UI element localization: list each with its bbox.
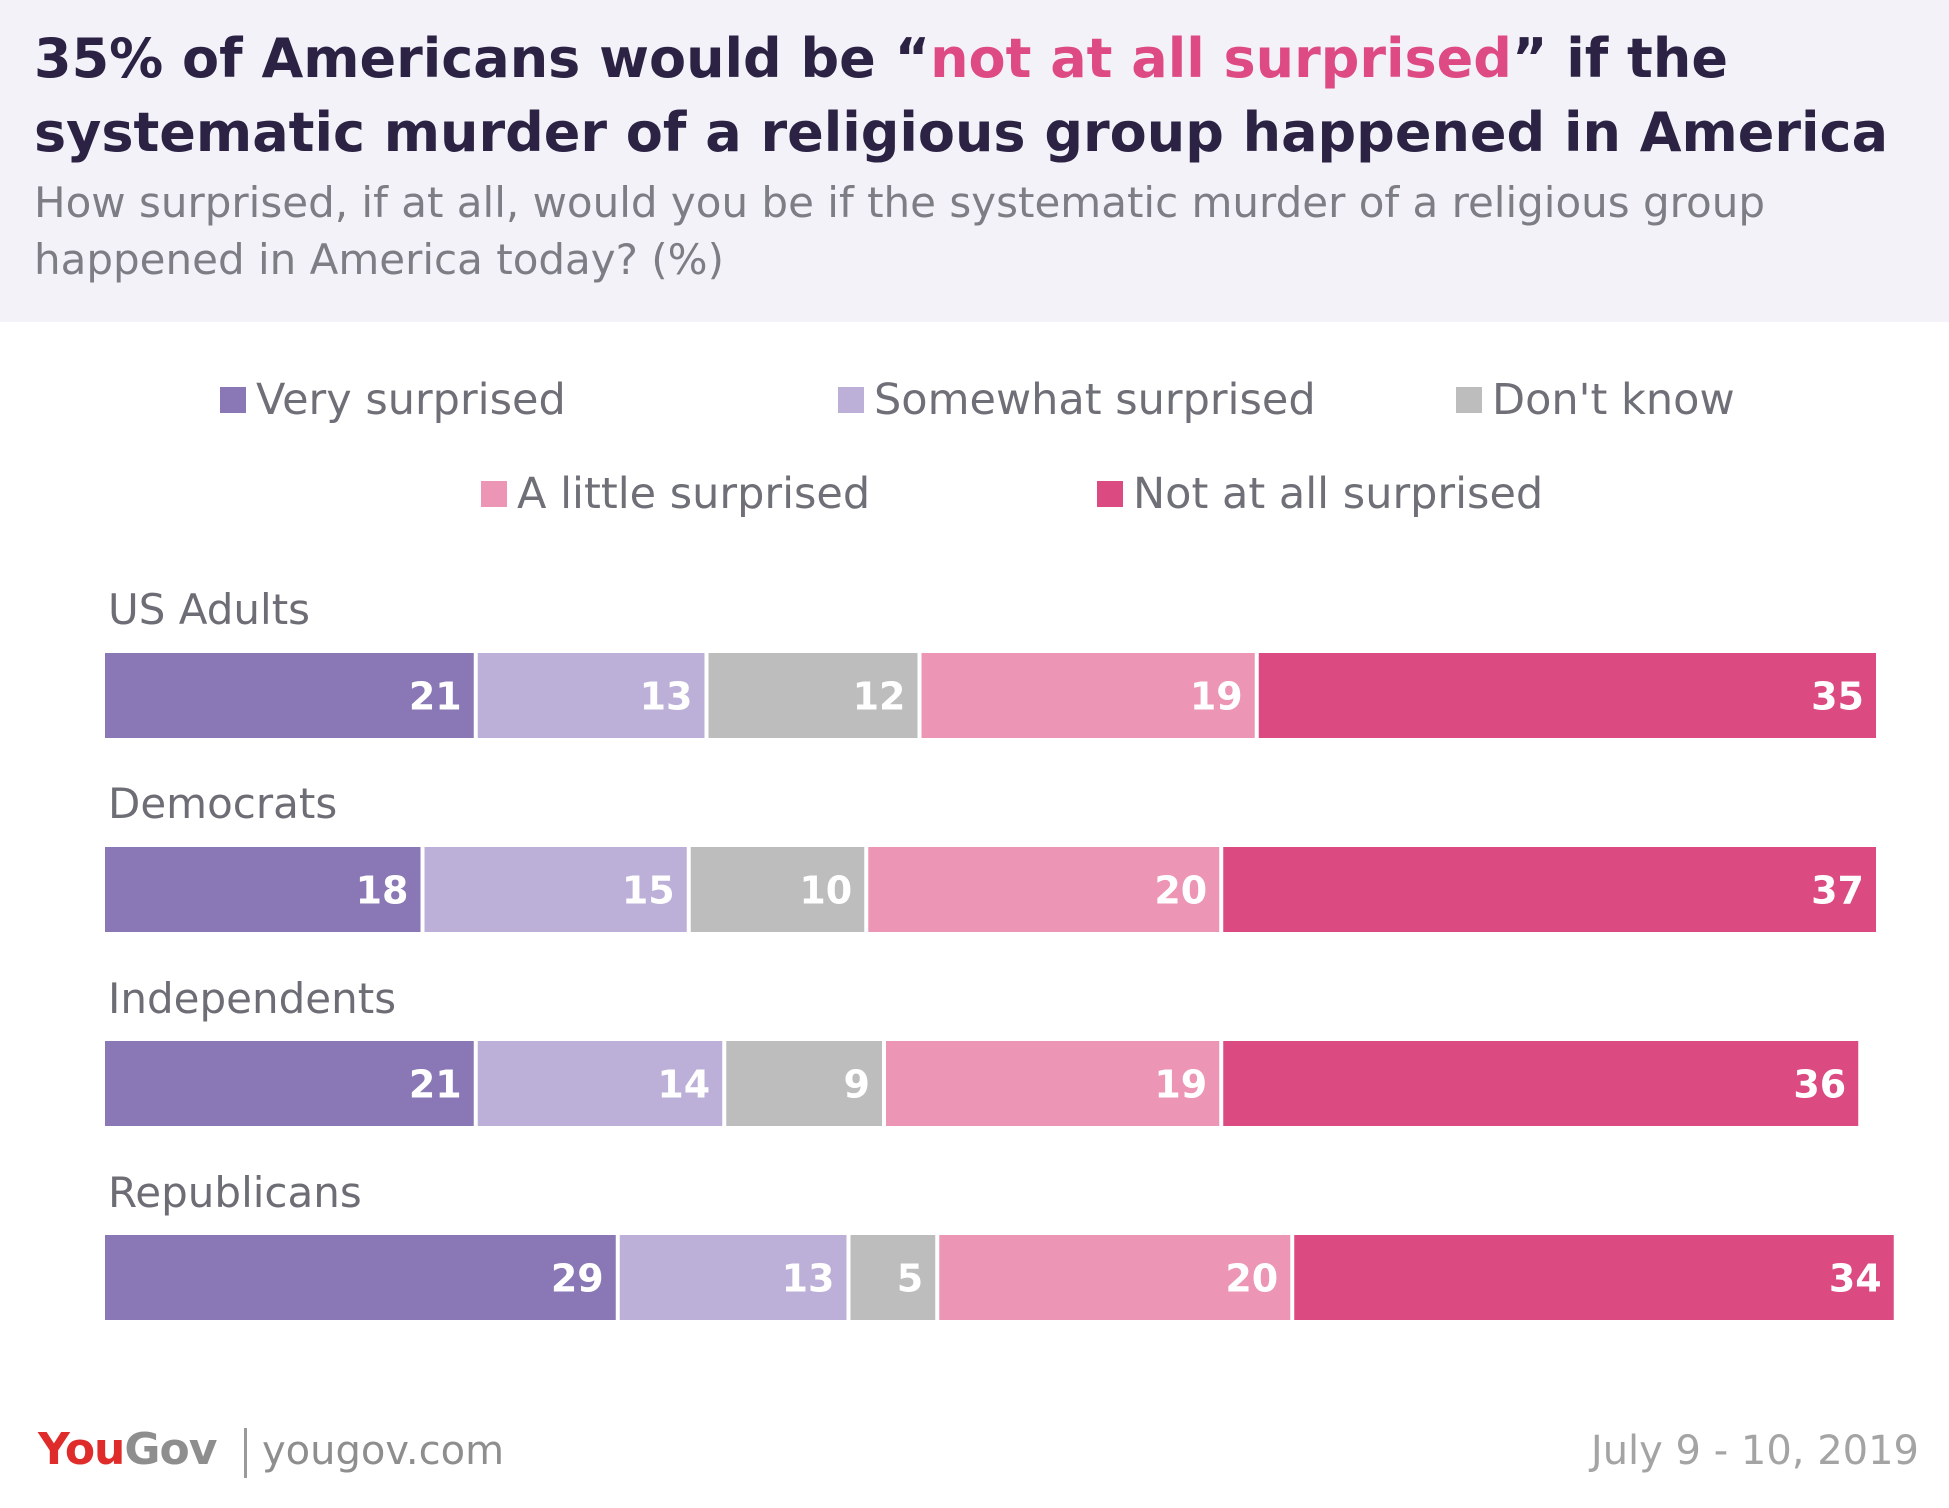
row-label-republicans: Republicans: [108, 1168, 362, 1217]
legend-label-somewhat-surprised: Somewhat surprised: [874, 375, 1316, 425]
bar-label-us-adults-not-at-all-surprised: 35: [1811, 675, 1864, 719]
row-label-us-adults: US Adults: [108, 585, 311, 634]
legend-item-not-at-all-surprised: Not at all surprised: [1097, 469, 1543, 519]
legend-swatch-somewhat-surprised: [838, 387, 864, 413]
bar-independents-not-at-all-surprised: [1223, 1041, 1859, 1126]
bar-label-us-adults-very-surprised: 21: [409, 675, 462, 719]
bar-independents-somewhat-surprised: [477, 1041, 723, 1126]
logo-gov: Gov: [124, 1424, 217, 1475]
bar-label-independents-very-surprised: 21: [409, 1063, 462, 1107]
bar-label-democrats-a-little-surprised: 20: [1154, 869, 1207, 913]
legend-label-dont-know: Don't know: [1492, 375, 1735, 425]
bar-label-independents-don-t-know: 9: [844, 1063, 870, 1107]
bar-republicans-not-at-all-surprised: [1294, 1235, 1894, 1320]
bar-label-independents-a-little-surprised: 19: [1154, 1063, 1207, 1107]
bar-label-democrats-don-t-know: 10: [799, 869, 852, 913]
row-label-democrats: Democrats: [108, 779, 338, 828]
legend-label-very-surprised: Very surprised: [256, 375, 566, 425]
footer-divider: [244, 1428, 247, 1478]
legend-item-dont-know: Don't know: [1456, 375, 1735, 425]
legend-item-somewhat-surprised: Somewhat surprised: [838, 375, 1316, 425]
bar-democrats-a-little-surprised: [868, 847, 1220, 932]
bar-republicans-somewhat-surprised: [619, 1235, 847, 1320]
bar-republicans-don-t-know: [850, 1235, 936, 1320]
bar-republicans-very-surprised: [105, 1235, 616, 1320]
bar-republicans-a-little-surprised: [939, 1235, 1291, 1320]
bar-us-adults-very-surprised: [105, 653, 474, 738]
legend-item-very-surprised: Very surprised: [220, 375, 566, 425]
title-highlight: not at all surprised: [930, 27, 1512, 90]
bar-democrats-not-at-all-surprised: [1223, 847, 1876, 932]
bar-label-us-adults-don-t-know: 12: [853, 675, 906, 719]
bar-label-democrats-not-at-all-surprised: 37: [1811, 869, 1864, 913]
legend-label-not-at-all-surprised: Not at all surprised: [1133, 469, 1544, 519]
bar-us-adults-not-at-all-surprised: [1258, 653, 1876, 738]
bar-independents-very-surprised: [105, 1041, 474, 1126]
bar-us-adults-somewhat-surprised: [477, 653, 705, 738]
chart-subtitle: How surprised, if at all, would you be i…: [34, 178, 1766, 284]
bar-democrats-don-t-know: [690, 847, 865, 932]
bar-us-adults-a-little-surprised: [921, 653, 1255, 738]
bar-us-adults-don-t-know: [708, 653, 918, 738]
bar-label-republicans-not-at-all-surprised: 34: [1829, 1257, 1882, 1301]
yougov-logo: YouGov: [38, 1424, 217, 1475]
legend-swatch-not-at-all-surprised: [1097, 481, 1123, 507]
bar-label-republicans-a-little-surprised: 20: [1225, 1257, 1278, 1301]
bar-label-independents-not-at-all-surprised: 36: [1793, 1063, 1846, 1107]
row-label-independents: Independents: [108, 974, 397, 1023]
legend-label-a-little-surprised: A little surprised: [517, 469, 871, 519]
bar-independents-don-t-know: [726, 1041, 882, 1126]
title-part-1: 35% of Americans would be “: [34, 27, 931, 90]
logo-you: You: [38, 1424, 125, 1475]
legend-swatch-very-surprised: [220, 387, 246, 413]
bar-label-us-adults-somewhat-surprised: 13: [640, 675, 693, 719]
legend-swatch-dont-know: [1456, 387, 1482, 413]
bar-label-republicans-very-surprised: 29: [551, 1257, 604, 1301]
bar-label-us-adults-a-little-surprised: 19: [1190, 675, 1243, 719]
bar-label-republicans-don-t-know: 5: [897, 1257, 923, 1301]
legend-item-a-little-surprised: A little surprised: [481, 469, 870, 519]
bar-democrats-somewhat-surprised: [424, 847, 687, 932]
footer-date: July 9 - 10, 2019: [1590, 1428, 1919, 1474]
bar-label-democrats-very-surprised: 18: [356, 869, 409, 913]
bar-label-independents-somewhat-surprised: 14: [657, 1063, 710, 1107]
bar-independents-a-little-surprised: [886, 1041, 1220, 1126]
title-part-2: ” if the systematic murder of a religiou…: [34, 27, 1889, 164]
header-panel: 35% of Americans would be “not at all su…: [0, 0, 1949, 322]
bar-democrats-very-surprised: [105, 847, 421, 932]
chart-title: 35% of Americans would be “not at all su…: [34, 22, 1924, 170]
legend-swatch-a-little-surprised: [481, 481, 507, 507]
bar-label-democrats-somewhat-surprised: 15: [622, 869, 675, 913]
footer-site-link[interactable]: yougov.com: [262, 1428, 505, 1474]
bar-label-republicans-somewhat-surprised: 13: [782, 1257, 835, 1301]
